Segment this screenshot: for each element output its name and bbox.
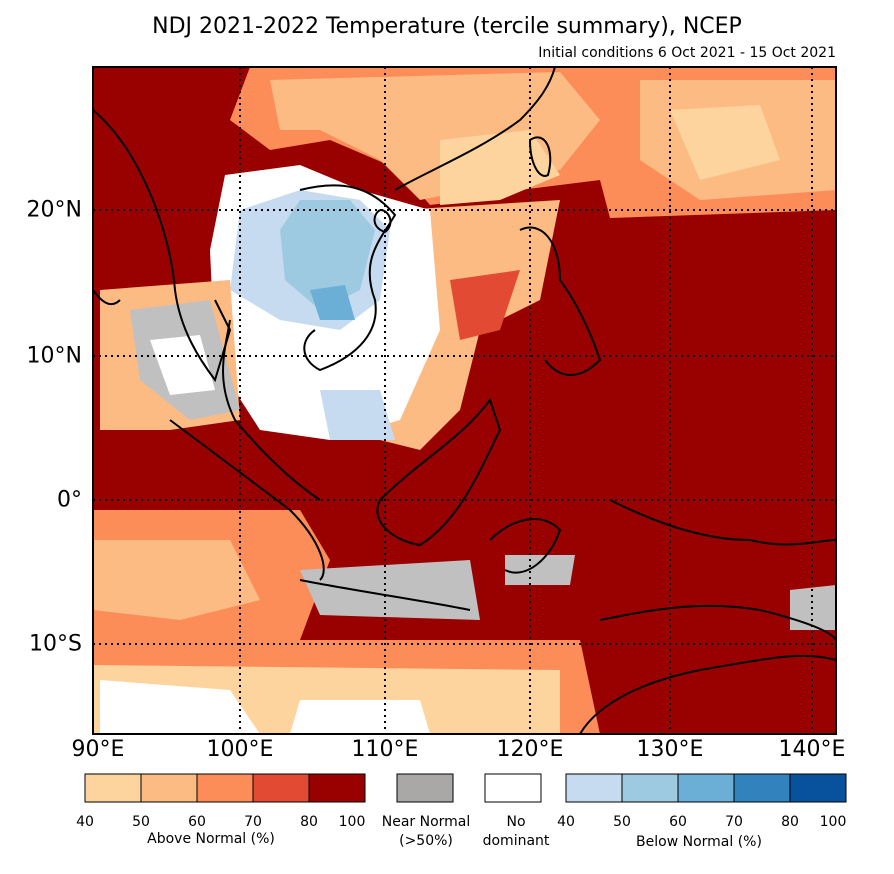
no-dominant-swatch (484, 773, 542, 803)
colorbar-above (84, 773, 366, 803)
above-tick: 100 (338, 814, 366, 830)
below-tick: 70 (725, 814, 743, 830)
below-normal-label: Below Normal (%) (636, 834, 762, 850)
above-tick: 70 (244, 814, 262, 830)
region-above-70-scs (450, 270, 520, 340)
lon-label-100e: 100°E (206, 737, 274, 762)
above-normal-label: Above Normal (%) (147, 831, 275, 847)
lat-label-10n: 10°N (26, 343, 82, 369)
region-no-dominant-bottom2 (290, 700, 430, 734)
near-normal-label: Near Normal (>50%) (382, 813, 471, 851)
below-tick: 80 (781, 814, 799, 830)
region-above-40-ne (670, 105, 780, 180)
below-80-100-swatch (789, 773, 847, 803)
lon-label-110e: 110°E (351, 737, 419, 762)
region-below-60-indochina (310, 285, 355, 320)
map-subtitle: Initial conditions 6 Oct 2021 - 15 Oct 2… (538, 45, 836, 61)
above-40-50-swatch (84, 773, 142, 803)
below-tick: 100 (819, 814, 847, 830)
lat-label-20n: 20°N (26, 197, 82, 223)
map-title: NDJ 2021-2022 Temperature (tercile summa… (152, 14, 742, 39)
lat-label-0: 0° (57, 487, 82, 513)
map-frame (92, 66, 837, 735)
lat-label-10s: 10°S (29, 631, 82, 657)
below-50-60-swatch (621, 773, 679, 803)
region-above-50-south (93, 540, 260, 620)
near-normal-label-line2: (>50%) (399, 833, 453, 849)
lon-label-140e: 140°E (778, 737, 846, 762)
above-70-80-swatch (252, 773, 310, 803)
region-near-normal-java (300, 560, 480, 620)
no-dominant-label: No dominant (483, 813, 550, 851)
lon-label-120e: 120°E (496, 737, 564, 762)
below-tick: 40 (557, 814, 575, 830)
lon-label-130e: 130°E (636, 737, 704, 762)
region-near-normal-sulawesi (505, 555, 575, 585)
coastlines (93, 67, 836, 734)
below-60-70-swatch (677, 773, 735, 803)
below-70-80-swatch (733, 773, 791, 803)
above-tick: 60 (188, 814, 206, 830)
near-normal-label-line1: Near Normal (381, 814, 471, 830)
lon-label-90e: 90°E (71, 737, 125, 762)
colorbar-below (565, 773, 847, 803)
below-tick: 50 (613, 814, 631, 830)
region-below-50-indochina (280, 200, 375, 310)
above-50-60-swatch (140, 773, 198, 803)
below-tick: 60 (669, 814, 687, 830)
above-80-100-swatch (308, 773, 366, 803)
no-dominant-label-line2: dominant (482, 833, 550, 849)
near-normal-swatch (396, 773, 454, 803)
region-no-dominant-andaman (150, 335, 215, 395)
no-dominant-label-line1: No (506, 814, 526, 830)
region-no-dominant-bottom (100, 680, 260, 734)
above-tick: 40 (76, 814, 94, 830)
region-below-40-scs (320, 390, 395, 440)
above-tick: 80 (300, 814, 318, 830)
above-tick: 50 (132, 814, 150, 830)
below-40-50-swatch (565, 773, 623, 803)
gridlines (93, 67, 836, 734)
above-60-70-swatch (196, 773, 254, 803)
